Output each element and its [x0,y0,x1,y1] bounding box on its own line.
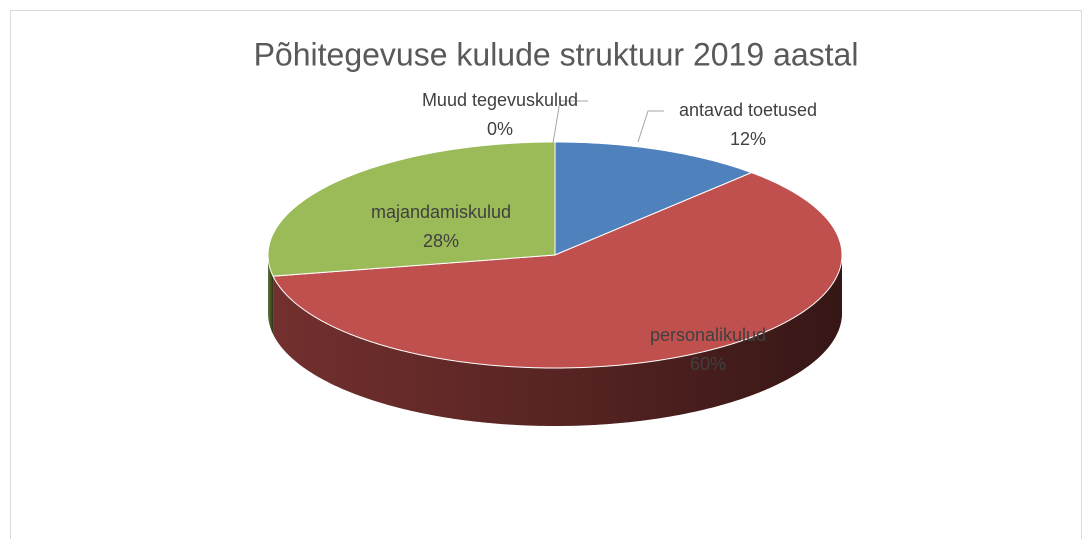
slice-label: Muud tegevuskulud [422,90,578,110]
slice-value-label: 12% [730,129,766,149]
pie [267,141,843,426]
pie-tops [267,141,843,369]
pie-slice-shade [273,255,842,426]
leader-line [637,110,664,143]
leader-line [552,100,588,144]
pie-slice [272,172,843,369]
slice-value-label: 60% [690,354,726,374]
slice-label: majandamiskulud [371,202,511,222]
pie-slice-shade [268,255,274,335]
pie-sides [268,255,842,426]
pie-slice [554,141,753,256]
slice-label: antavad toetused [679,100,817,120]
slice-value-label: 28% [423,231,459,251]
chart-border [10,10,1082,539]
slice-value-label: 0% [487,119,513,139]
slice-label: personalikulud [650,325,766,345]
pie-slice [267,141,556,277]
chart-title: Põhitegevuse kulude struktuur 2019 aasta… [254,36,859,72]
